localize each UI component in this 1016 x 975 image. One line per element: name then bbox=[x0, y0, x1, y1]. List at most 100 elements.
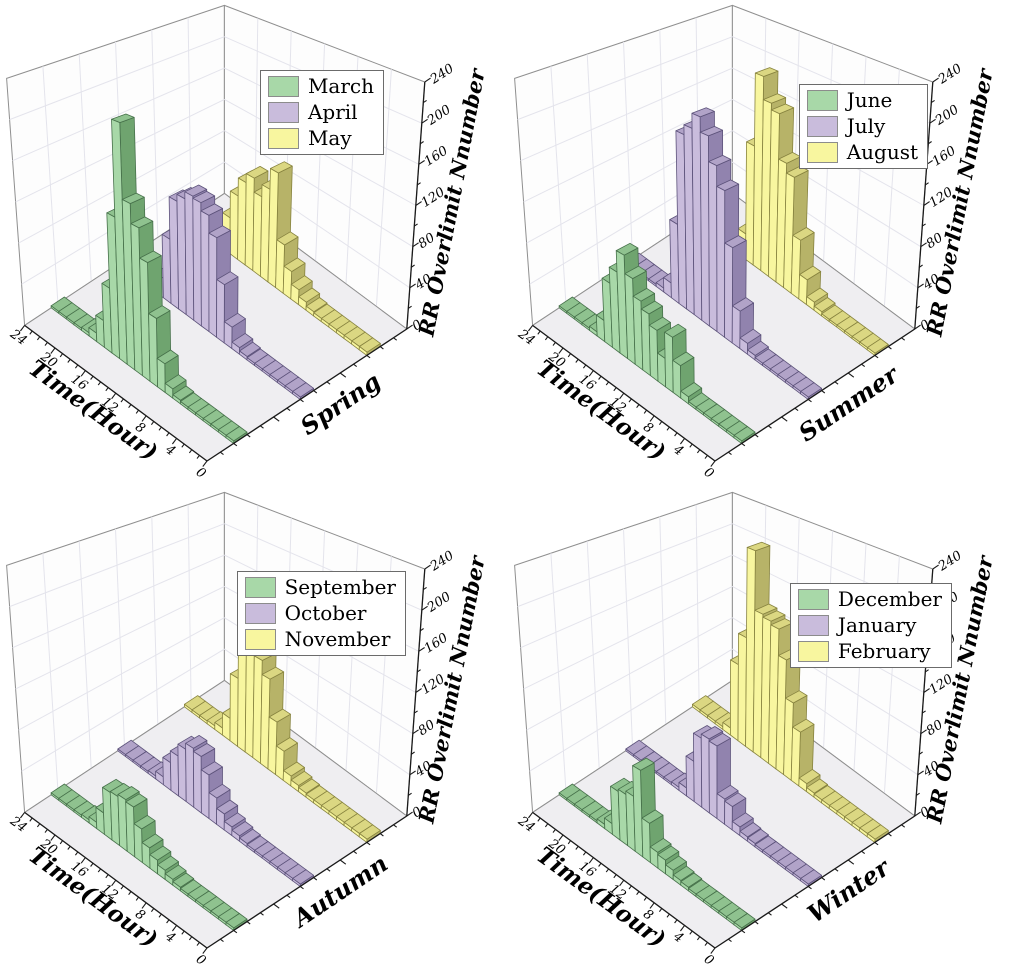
x-tick bbox=[558, 834, 564, 841]
grid-z bbox=[9, 36, 225, 121]
grid-z bbox=[520, 554, 733, 649]
bar-front bbox=[716, 793, 726, 825]
bar-front bbox=[275, 239, 285, 294]
yellow-swatch-icon bbox=[267, 128, 299, 149]
bar-front bbox=[672, 359, 682, 399]
x-tick bbox=[19, 812, 26, 819]
grid-z bbox=[529, 648, 733, 772]
z-tick bbox=[924, 182, 929, 186]
bar-front bbox=[164, 382, 174, 399]
legend-label: July bbox=[846, 114, 886, 138]
legend-label: November bbox=[284, 627, 391, 651]
x-tick bbox=[552, 342, 556, 346]
bar-front bbox=[790, 726, 801, 787]
bar-front bbox=[708, 161, 718, 333]
z-tick-label: 200 bbox=[424, 589, 454, 616]
z-tick bbox=[409, 283, 416, 289]
x-tick bbox=[689, 443, 693, 448]
y-tick bbox=[259, 425, 264, 429]
z-tick bbox=[415, 688, 422, 693]
legend-item-july: July bbox=[806, 114, 918, 138]
purple-swatch-icon bbox=[797, 615, 829, 636]
x-tick bbox=[171, 438, 178, 445]
x-tick bbox=[166, 919, 170, 924]
z-tick bbox=[917, 770, 924, 776]
x-tick bbox=[558, 347, 564, 354]
grid-z bbox=[523, 585, 733, 690]
bar-front bbox=[685, 755, 695, 803]
y-tick bbox=[366, 841, 371, 846]
z-tick bbox=[923, 201, 930, 206]
x-tick bbox=[111, 392, 117, 400]
x-tick bbox=[689, 930, 693, 935]
legend-label: September bbox=[284, 575, 396, 599]
y-tick bbox=[834, 381, 839, 385]
purple-swatch-icon bbox=[267, 102, 299, 123]
z-tick bbox=[410, 264, 415, 268]
bar-front bbox=[216, 279, 225, 344]
y-tick bbox=[233, 442, 238, 447]
panel-winter: 24201612840Time(Hour)Winter0408012016020… bbox=[508, 487, 1016, 975]
y-tick bbox=[901, 337, 906, 341]
bar-front bbox=[229, 190, 239, 260]
x-tick-label: 24 bbox=[514, 326, 537, 348]
z-tick bbox=[406, 811, 413, 817]
y-tick bbox=[339, 372, 347, 378]
z-tick-label: 240 bbox=[427, 548, 457, 575]
green-swatch-icon bbox=[244, 577, 276, 598]
x-tick bbox=[643, 896, 648, 901]
x-tick bbox=[636, 891, 640, 896]
y-axis bbox=[206, 328, 408, 462]
bars-february bbox=[691, 541, 889, 843]
grid-z bbox=[12, 67, 225, 162]
x-tick bbox=[704, 942, 708, 946]
bar-front bbox=[225, 434, 235, 444]
x-tick bbox=[537, 817, 541, 822]
bar-front bbox=[699, 131, 710, 327]
x-tick bbox=[679, 438, 686, 445]
z-tick bbox=[421, 118, 428, 124]
purple-swatch-icon bbox=[806, 116, 838, 137]
z-tick-label: 240 bbox=[935, 61, 965, 88]
x-tick bbox=[643, 409, 648, 414]
x-tick bbox=[567, 353, 572, 358]
x-tick bbox=[704, 455, 708, 459]
x-tick-label: 4 bbox=[670, 442, 686, 460]
y-tick bbox=[887, 346, 892, 350]
bar-front bbox=[790, 234, 802, 300]
x-tick bbox=[613, 874, 617, 879]
bar-front bbox=[208, 792, 218, 825]
x-tick bbox=[19, 325, 26, 332]
y-tick bbox=[313, 877, 318, 881]
x-tick bbox=[582, 364, 587, 369]
x-tick bbox=[105, 387, 109, 392]
x-tick bbox=[649, 415, 655, 422]
bar-front bbox=[169, 750, 180, 797]
y-tick bbox=[794, 894, 799, 899]
bar-front bbox=[231, 341, 240, 355]
y-tick bbox=[861, 850, 866, 855]
bar-front bbox=[813, 305, 823, 317]
bar-front bbox=[156, 357, 166, 393]
bar-front bbox=[716, 185, 726, 338]
x-tick bbox=[29, 330, 33, 335]
x-tick-label: 24 bbox=[514, 813, 537, 835]
x-tick bbox=[181, 443, 185, 448]
x-tick bbox=[710, 460, 716, 467]
bar-front bbox=[739, 337, 748, 355]
x-tick bbox=[141, 902, 147, 909]
bar-front bbox=[208, 232, 218, 338]
bar-front bbox=[192, 750, 202, 814]
x-tick bbox=[59, 840, 64, 845]
y-tick bbox=[273, 416, 280, 422]
legend-label: January bbox=[837, 613, 917, 637]
y-tick bbox=[326, 381, 331, 385]
z-tick-label: 240 bbox=[935, 548, 965, 575]
green-swatch-icon bbox=[797, 589, 829, 610]
x-tick bbox=[544, 336, 549, 341]
z-tick bbox=[924, 669, 929, 673]
bar-front bbox=[125, 801, 136, 858]
x-tick-label: 24 bbox=[6, 813, 29, 835]
z-tick bbox=[929, 118, 936, 124]
